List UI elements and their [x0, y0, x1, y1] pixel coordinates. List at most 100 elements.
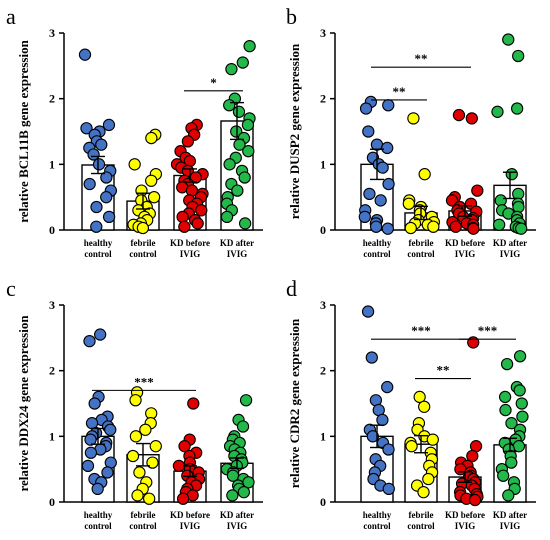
panel-letter: a: [6, 4, 16, 29]
y-tick-label: 3: [320, 26, 326, 40]
x-tick-label: KD after: [493, 510, 527, 520]
data-point: [178, 220, 191, 233]
data-point: [491, 105, 504, 118]
significance-label: **: [415, 51, 428, 66]
x-tick-label: IVIG: [227, 249, 248, 259]
x-tick-label: KD after: [220, 510, 254, 520]
data-point: [226, 489, 239, 502]
y-axis-label: relative DUSP2 gene expression: [287, 43, 302, 219]
y-tick-label: 2: [320, 92, 326, 106]
x-tick-label: febrile: [131, 238, 156, 248]
data-point: [467, 336, 480, 349]
x-tick-label: control: [84, 521, 112, 531]
y-tick-label: 3: [49, 298, 55, 312]
x-tick-label: healthy: [363, 238, 392, 248]
y-tick-label: 0: [49, 223, 55, 237]
data-point: [422, 472, 435, 486]
data-point: [426, 433, 439, 446]
data-point: [467, 222, 480, 235]
panel-d: d relative CDR2 gene expression 0 1 2 3 health…: [286, 276, 536, 531]
data-point: [90, 200, 103, 214]
data-point: [178, 440, 191, 453]
data-point: [427, 220, 440, 233]
data-point: [83, 177, 96, 191]
y-tick-label: 2: [49, 364, 55, 378]
significance-label: ***: [411, 323, 431, 338]
significance-label: *: [210, 75, 217, 90]
y-tick-label: 3: [320, 298, 326, 312]
x-tick-label: KD before: [445, 510, 485, 520]
data-point: [407, 112, 420, 125]
data-point: [238, 171, 251, 184]
x-tick-label: IVIG: [227, 521, 248, 531]
data-point: [471, 184, 484, 197]
data-point: [513, 350, 527, 363]
data-point: [230, 125, 243, 138]
x-tick-label: KD before: [445, 238, 485, 248]
x-tick-label: febrile: [131, 510, 156, 520]
x-tick-label: control: [129, 521, 157, 531]
data-point: [493, 218, 506, 231]
data-point: [81, 459, 95, 473]
data-point: [363, 187, 376, 201]
data-point: [358, 210, 371, 224]
data-point: [136, 221, 150, 235]
data-point: [80, 122, 93, 135]
data-point: [445, 194, 459, 207]
data-point: [404, 221, 417, 235]
x-tick-label: KD before: [170, 510, 210, 520]
data-point: [242, 145, 255, 158]
x-tick-label: control: [129, 249, 157, 259]
x-tick-label: IVIG: [455, 521, 476, 531]
data-point: [84, 446, 98, 459]
data-point: [131, 489, 144, 502]
data-point: [382, 443, 395, 456]
x-tick-label: IVIG: [180, 249, 201, 259]
x-tick-label: control: [84, 249, 112, 259]
data-point: [172, 459, 186, 473]
data-point: [381, 222, 394, 235]
data-point: [88, 397, 101, 410]
data-point: [376, 161, 389, 174]
data-point: [181, 135, 195, 148]
data-point: [128, 158, 141, 171]
data-point: [220, 210, 234, 224]
x-tick-label: KD after: [220, 238, 254, 248]
x-tick-label: control: [407, 521, 435, 531]
x-tick-label: control: [407, 249, 435, 259]
significance-label: ***: [478, 323, 498, 338]
data-point: [468, 493, 482, 507]
y-tick-label: 2: [49, 92, 55, 106]
data-point: [94, 328, 107, 341]
x-tick-label: KD before: [170, 238, 210, 248]
data-point: [512, 49, 525, 63]
data-point: [413, 390, 426, 404]
data-point: [510, 102, 524, 115]
data-point: [143, 492, 156, 505]
data-point: [145, 131, 158, 145]
y-axis-label: relative BCL11B gene expression: [16, 39, 31, 222]
data-point: [418, 168, 431, 181]
significance-label: ***: [134, 374, 154, 389]
data-point: [223, 99, 236, 112]
significance-label: **: [393, 84, 406, 99]
data-point: [499, 403, 512, 417]
data-point: [452, 108, 466, 122]
y-axis-label: relative DDX24 gene expression: [16, 315, 31, 492]
data-point: [502, 33, 515, 46]
data-point: [374, 194, 387, 207]
data-point: [362, 125, 375, 138]
data-point: [361, 305, 375, 318]
data-point: [145, 174, 158, 187]
data-point: [365, 351, 378, 364]
data-point: [102, 210, 116, 224]
data-point: [78, 48, 92, 61]
data-point: [417, 485, 430, 499]
data-point: [381, 380, 394, 394]
x-tick-label: healthy: [84, 510, 113, 520]
data-point: [500, 357, 514, 371]
data-point: [241, 118, 255, 132]
data-point: [516, 410, 529, 423]
data-point: [104, 423, 117, 436]
data-point: [95, 138, 108, 151]
